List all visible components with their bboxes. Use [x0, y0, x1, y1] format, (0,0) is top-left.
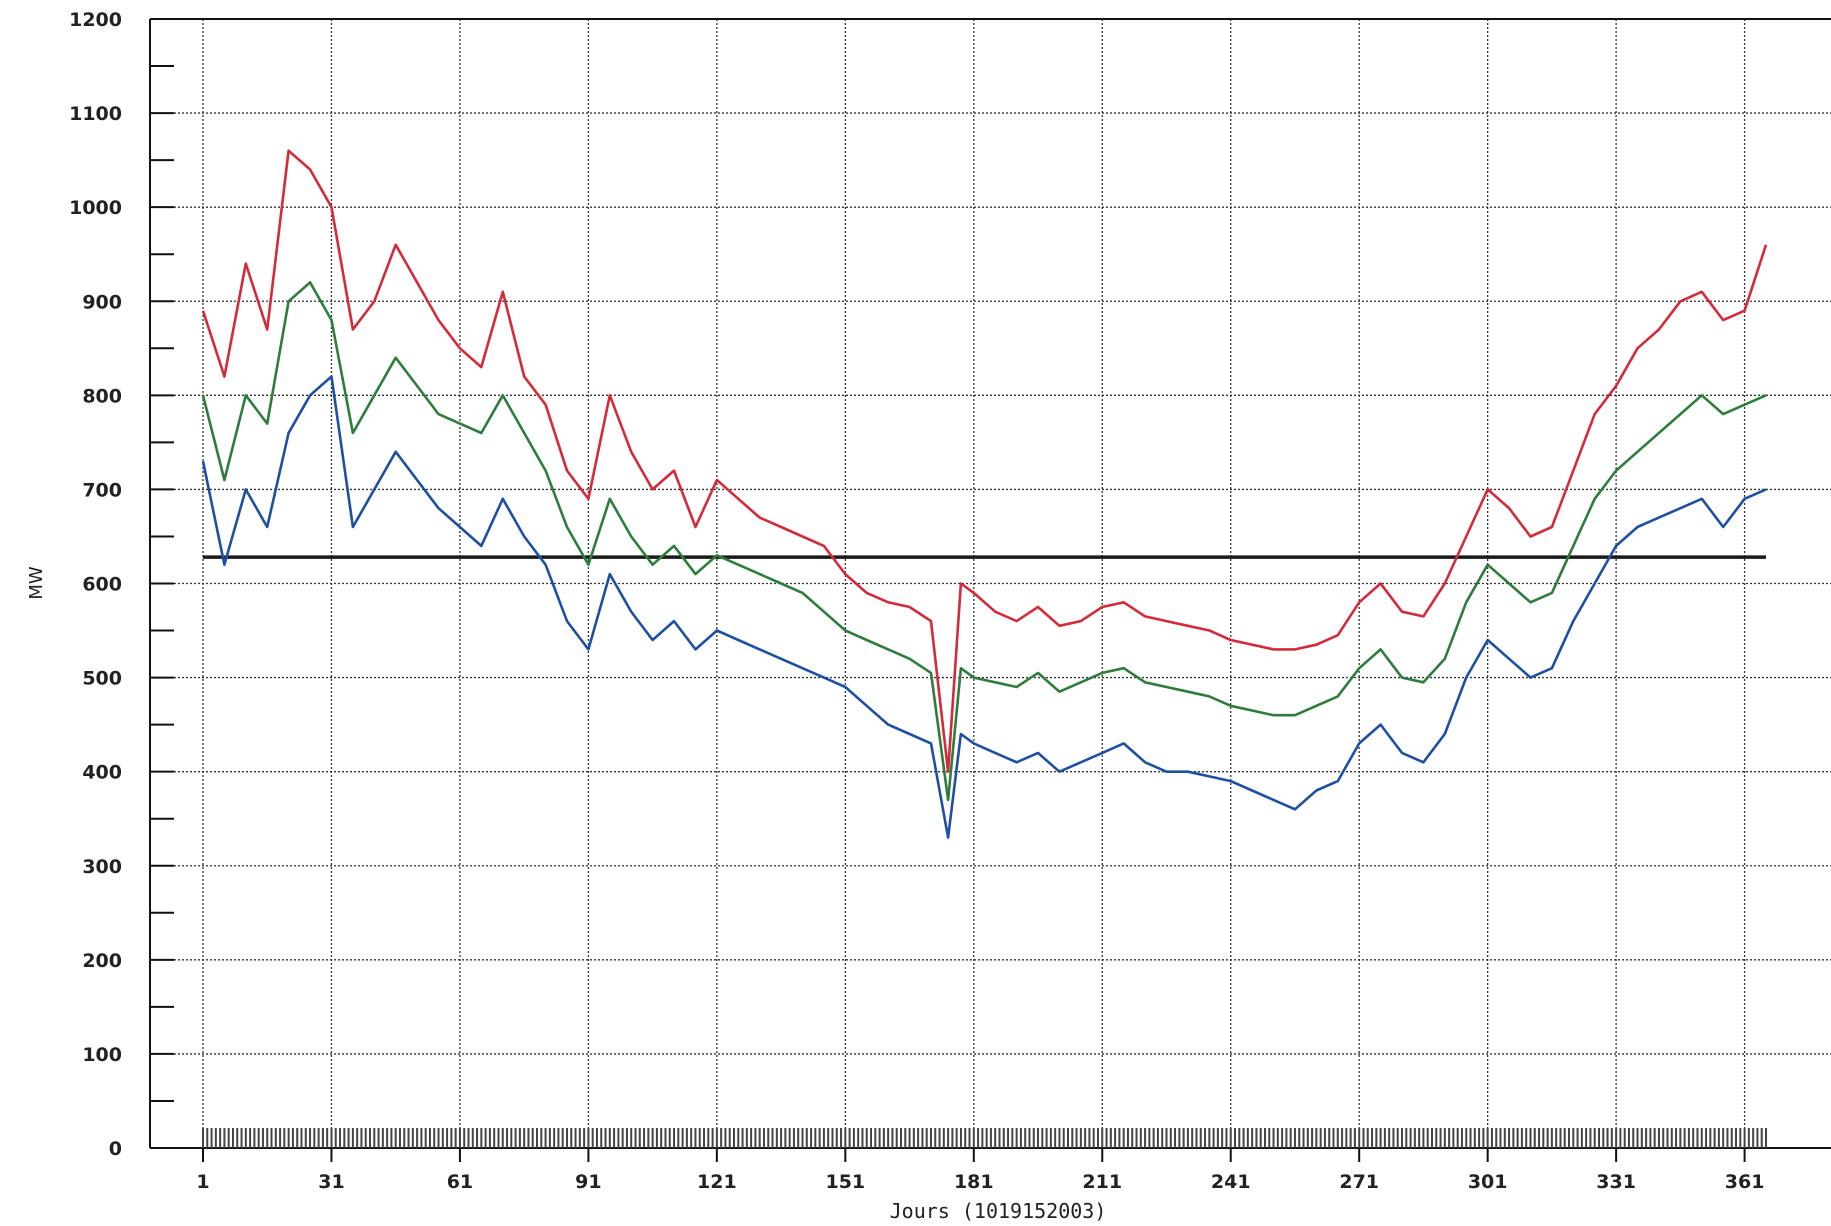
x-tick-label: 121: [697, 1171, 737, 1193]
y-tick-label: 500: [82, 668, 122, 690]
day-rug-marks: [202, 1128, 1767, 1148]
y-tick-label: 1100: [69, 103, 122, 125]
y-tick-label: 200: [82, 950, 122, 972]
series-layer: [201, 149, 1768, 839]
tick-marks: [150, 18, 1746, 1162]
series-line-1: [201, 149, 1768, 774]
x-tick-label: 151: [825, 1171, 865, 1193]
y-tick-labels: 0 100 200 300 400 500 600 700 800 900 1000 1100 1200: [69, 9, 122, 1160]
x-tick-label: 361: [1725, 1171, 1765, 1193]
x-tick-label: 331: [1596, 1171, 1636, 1193]
x-tick-label: 61: [447, 1171, 473, 1193]
x-axis-title: Jours (1019152003): [890, 1199, 1107, 1223]
x-tick-label: 1: [196, 1171, 209, 1193]
x-tick-label: 301: [1468, 1171, 1508, 1193]
x-tick-label: 181: [954, 1171, 994, 1193]
y-tick-label: 300: [82, 856, 122, 878]
series-line-3: [201, 375, 1767, 839]
y-tick-label: 700: [82, 479, 122, 501]
y-tick-label: 800: [82, 385, 122, 407]
y-tick-label: 400: [82, 762, 122, 784]
y-tick-label: 900: [82, 291, 122, 313]
y-tick-label: 1200: [69, 9, 122, 31]
y-axis-title: MW: [26, 566, 47, 600]
x-tick-label: 211: [1082, 1171, 1122, 1193]
x-tick-label: 91: [575, 1171, 601, 1193]
y-tick-label: 1000: [69, 197, 122, 219]
x-tick-label: 241: [1211, 1171, 1251, 1193]
x-tick-labels: 1 31 61 91 121 151 181 211 241 271 301 331 361: [196, 1171, 1764, 1193]
x-tick-label: 31: [318, 1171, 344, 1193]
y-tick-label: 0: [109, 1138, 122, 1160]
y-tick-label: 100: [82, 1044, 122, 1066]
series-line-2: [201, 281, 1767, 802]
y-tick-label: 600: [82, 574, 122, 596]
x-tick-label: 271: [1339, 1171, 1379, 1193]
